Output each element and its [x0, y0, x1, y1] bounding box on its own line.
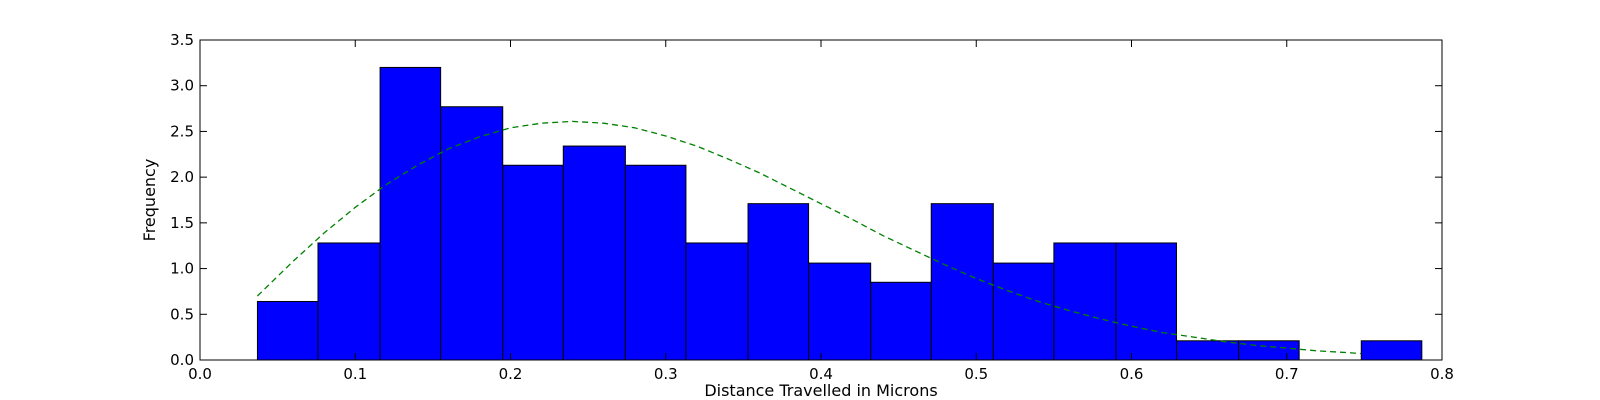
histogram-bar: [1053, 242, 1117, 361]
y-tick-label: 2.0: [170, 168, 194, 186]
y-tick-label: 2.5: [170, 122, 194, 140]
y-tick-label: 3.0: [170, 77, 194, 95]
x-tick-label: 0.8: [1430, 365, 1454, 383]
histogram-bar: [870, 281, 932, 361]
x-tick-label: 0.0: [188, 365, 212, 383]
x-tick-label: 0.4: [809, 365, 833, 383]
histogram-bar: [502, 164, 564, 361]
y-tick-label: 0.5: [170, 305, 194, 323]
histogram-bar: [1176, 340, 1240, 361]
x-tick-label: 0.1: [343, 365, 367, 383]
histogram-bar: [256, 300, 319, 361]
fit-curve-layer: [256, 120, 1362, 355]
x-tick-label: 0.5: [964, 365, 988, 383]
histogram-bar: [992, 262, 1055, 361]
fit-curve-line: [256, 120, 1362, 355]
histogram-bar: [808, 262, 872, 361]
x-tick-label: 0.2: [499, 365, 523, 383]
histogram-bar: [562, 145, 626, 361]
y-tick-label: 1.5: [170, 214, 194, 232]
x-tick-label: 0.6: [1120, 365, 1144, 383]
x-tick-label: 0.3: [654, 365, 678, 383]
histogram-bar: [685, 242, 749, 361]
histogram-bar: [440, 106, 504, 361]
histogram-bar: [1238, 340, 1300, 361]
y-axis-label: Frequency: [140, 159, 159, 242]
bars-layer: [256, 66, 1423, 361]
x-axis-label: Distance Travelled in Microns: [704, 381, 937, 400]
ticks-layer: 0.0 0.1 0.2 0.3 0.4 0.5 0.6 0.7 0.8 0.0 0.5 1.0 1.5 2…: [170, 31, 1454, 383]
histogram-bar: [379, 66, 442, 361]
y-tick-label: 3.5: [170, 31, 194, 49]
y-tick-label: 1.0: [170, 260, 194, 278]
histogram-bar: [624, 164, 687, 361]
x-tick-label: 0.7: [1275, 365, 1299, 383]
y-tick-label: 0.0: [170, 351, 194, 369]
histogram-bar: [747, 203, 810, 361]
histogram-bar: [1360, 340, 1423, 361]
histogram-bar: [1115, 242, 1178, 361]
histogram-bar: [317, 242, 381, 361]
